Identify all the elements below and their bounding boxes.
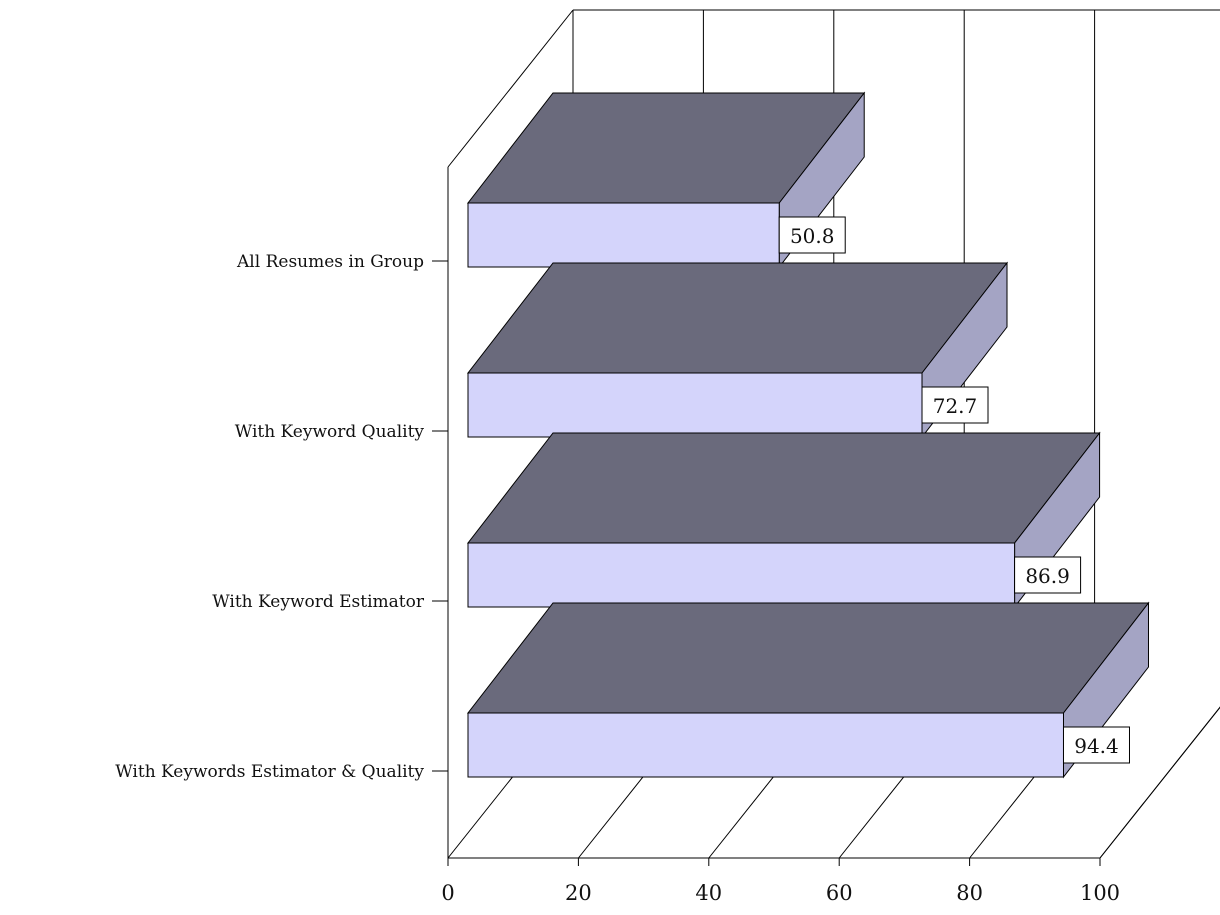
- x-tick-label: 40: [695, 881, 722, 905]
- bar-top-face: [466, 432, 1101, 544]
- floor-right-edge: [1099, 706, 1220, 859]
- value-label-box: [1014, 556, 1082, 594]
- value-label: 72.7: [933, 394, 978, 418]
- value-label-box: [921, 386, 989, 424]
- x-tick-label: 60: [826, 881, 853, 905]
- left-wall-top-edge: [447, 9, 574, 168]
- floor-gridline: [1099, 706, 1220, 859]
- value-label: 94.4: [1074, 734, 1119, 758]
- bar: [467, 712, 1064, 778]
- value-label: 86.9: [1025, 564, 1070, 588]
- bar-group: With Keyword Quality 72.7: [235, 261, 1009, 442]
- bar-group: With Keywords Estimator & Quality 94.4: [115, 601, 1150, 782]
- bar: [467, 542, 1016, 608]
- bar-group: With Keyword Estimator 86.9: [212, 431, 1101, 612]
- value-label-box: [1062, 726, 1130, 764]
- category-label: With Keyword Estimator: [212, 592, 425, 612]
- category-label: With Keyword Quality: [235, 422, 425, 442]
- x-tick-label: 0: [441, 881, 454, 905]
- x-axis-ticks: 0 20 40 60 80 100: [441, 858, 1120, 905]
- bar-top-face: [466, 602, 1150, 714]
- bar-group: All Resumes in Group 50.8: [236, 91, 866, 272]
- bar: [467, 202, 780, 268]
- bar: [467, 372, 923, 438]
- bars: All Resumes in Group 50.8 With Keyword Qua…: [115, 91, 1150, 782]
- x-tick-label: 100: [1080, 881, 1120, 905]
- category-label: With Keywords Estimator & Quality: [115, 762, 424, 782]
- x-tick-label: 80: [956, 881, 983, 905]
- category-label: All Resumes in Group: [236, 252, 424, 272]
- value-label-box: [778, 216, 846, 254]
- x-tick-label: 20: [565, 881, 592, 905]
- value-label: 50.8: [790, 224, 835, 248]
- bar-top-face: [466, 262, 1009, 374]
